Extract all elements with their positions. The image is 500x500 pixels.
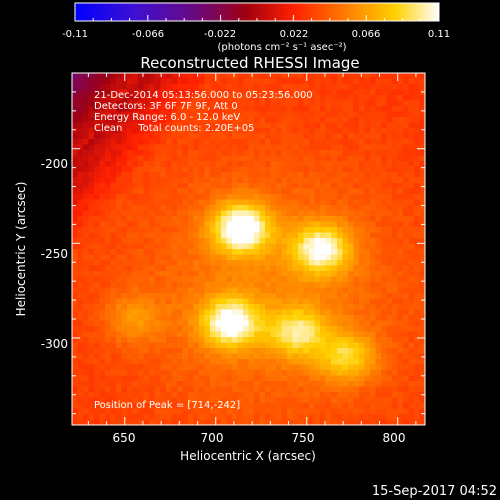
x-tick-label: 800	[383, 431, 406, 445]
plot-frame	[71, 72, 426, 426]
heatmap-image	[72, 73, 425, 425]
colorbar-tick-label: 0.11	[428, 29, 450, 40]
chart-title: Reconstructed RHESSI Image	[140, 54, 359, 72]
annotation-clean-counts: Clean Total counts: 2.20E+05	[94, 123, 254, 134]
colorbar-tick-label: -0.022	[204, 29, 236, 40]
x-axis-title: Heliocentric X (arcsec)	[180, 449, 316, 463]
annotation-energy-range: Energy Range: 6.0 - 12.0 keV	[94, 112, 240, 123]
colorbar-tick-label: -0.11	[62, 29, 88, 40]
x-tick-label: 700	[201, 431, 224, 445]
y-tick-label: -250	[41, 247, 68, 261]
colorbar: -0.11 -0.066 -0.022 0.022 0.066 0.11 (ph…	[62, 2, 450, 53]
annotation-time-range: 21-Dec-2014 05:13:56.000 to 05:23:56.000	[94, 90, 313, 101]
colorbar-gradient	[75, 3, 439, 21]
colorbar-unit-label: (photons cm⁻² s⁻¹ asec⁻²)	[217, 42, 346, 53]
x-tick-label: 650	[113, 431, 136, 445]
y-axis-title: Heliocentric Y (arcsec)	[14, 182, 28, 317]
colorbar-tick-label: 0.022	[280, 29, 309, 40]
x-tick-label: 750	[292, 431, 315, 445]
footer-timestamp: 15-Sep-2017 04:52	[372, 484, 497, 499]
annotation-detectors: Detectors: 3F 6F 7F 9F, Att 0	[94, 101, 238, 112]
colorbar-tick-label: 0.066	[352, 29, 381, 40]
y-tick-label: -200	[41, 157, 68, 171]
colorbar-tick-label: -0.066	[132, 29, 164, 40]
y-tick-label: -300	[41, 337, 68, 351]
annotation-peak-position: Position of Peak = [714,-242]	[94, 400, 240, 411]
